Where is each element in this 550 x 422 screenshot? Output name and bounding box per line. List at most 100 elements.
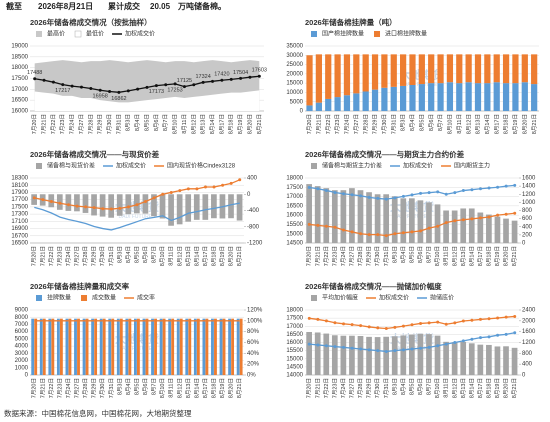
bar xyxy=(193,318,197,375)
y-tick-label: 1000 xyxy=(15,365,29,371)
x-tick-label: 8月3日 xyxy=(391,378,398,395)
x-tick-label: 8月5日 xyxy=(408,246,415,263)
marker xyxy=(203,185,207,189)
legend-swatch xyxy=(311,163,317,169)
x-tick-label: 8月10日 xyxy=(172,114,179,134)
x-tick-label: 8月6日 xyxy=(417,378,424,395)
bar xyxy=(486,214,492,243)
marker xyxy=(478,187,482,191)
x-tick-label: 7月22日 xyxy=(323,378,330,398)
marker xyxy=(436,344,440,348)
y-tick-label: 5000 xyxy=(290,99,304,105)
bar xyxy=(443,341,449,375)
bar xyxy=(353,54,360,94)
legend-label: 加权成交价 xyxy=(125,30,155,38)
x-tick-label: 8月10日 xyxy=(159,378,166,398)
marker xyxy=(367,195,371,199)
bar xyxy=(82,194,89,213)
y-tick-label: 10000 xyxy=(286,90,303,96)
x-tick-label: 7月31日 xyxy=(383,378,390,398)
bar xyxy=(325,54,332,99)
y2-tick-label: 600 xyxy=(522,216,533,222)
x-tick-label: 7月21日 xyxy=(39,378,46,398)
bar xyxy=(362,91,369,111)
x-tick-label: 7月20日 xyxy=(306,378,313,398)
bar xyxy=(306,184,312,243)
y2-tick-label: 100% xyxy=(247,318,263,324)
legend-label: 进口棉挂牌数量 xyxy=(385,30,427,38)
bar xyxy=(236,318,240,375)
x-tick-label: 8月21日 xyxy=(256,114,263,134)
y-tick-label: 15500 xyxy=(286,348,303,354)
y2-tick-label: 800 xyxy=(522,208,533,214)
bar xyxy=(56,318,60,375)
x-tick-label: 8月19日 xyxy=(494,378,501,398)
bar xyxy=(374,337,381,375)
legend-label: 国内期货主力 xyxy=(454,162,490,170)
y-tick-label: 18000 xyxy=(11,65,28,71)
bar xyxy=(417,200,424,243)
x-tick-label: 8月4日 xyxy=(134,114,141,131)
x-tick-label: 8月6日 xyxy=(153,114,160,131)
y-tick-label: 14500 xyxy=(286,241,303,247)
legend-label: 加权成交价 xyxy=(403,162,433,170)
marker xyxy=(229,77,233,81)
marker xyxy=(461,319,465,323)
x-tick-label: 8月10日 xyxy=(434,246,441,266)
marker xyxy=(393,325,397,329)
legend-swatch xyxy=(36,163,42,169)
y-tick-label: 17500 xyxy=(286,316,303,322)
marker xyxy=(307,222,311,226)
marker xyxy=(192,83,196,87)
bar xyxy=(484,54,491,84)
bar xyxy=(502,83,510,111)
bar xyxy=(426,202,432,243)
x-tick-label: 8月5日 xyxy=(133,246,140,263)
bar xyxy=(390,86,397,111)
legend-label: 加权成交价 xyxy=(116,162,146,170)
x-tick-label: 8月17日 xyxy=(202,378,209,398)
marker xyxy=(444,322,448,326)
y-tick-label: 17000 xyxy=(286,194,303,200)
bar xyxy=(82,318,86,375)
bar xyxy=(99,318,103,375)
y-tick-label: 15500 xyxy=(286,222,303,228)
y-tick-label: 17500 xyxy=(286,185,303,191)
marker xyxy=(342,228,346,232)
bar xyxy=(493,54,500,83)
chart-title: 2026年储备棉成交情况（按批抽样） xyxy=(30,17,152,27)
bar xyxy=(188,318,192,375)
marker xyxy=(427,226,431,230)
marker xyxy=(173,82,177,86)
marker xyxy=(359,232,363,236)
bar xyxy=(134,318,137,375)
x-tick-label: 7月27日 xyxy=(353,114,360,134)
x-tick-label: 8月20日 xyxy=(521,114,528,134)
value-label: 17603 xyxy=(252,68,267,74)
marker xyxy=(410,347,414,351)
marker xyxy=(307,316,311,320)
marker xyxy=(367,233,371,237)
x-tick-label: 7月30日 xyxy=(106,114,113,134)
marker xyxy=(359,194,363,198)
marker xyxy=(42,78,46,82)
marker xyxy=(118,206,122,210)
y-tick-label: 16900 xyxy=(11,226,28,232)
x-tick-label: 8月14日 xyxy=(193,246,200,266)
chart-title: 2026年储备棉挂牌量（吨） xyxy=(305,17,397,27)
legend-swatch xyxy=(374,31,381,37)
marker xyxy=(211,79,215,83)
x-tick-label: 8月3日 xyxy=(400,114,407,131)
marker xyxy=(487,335,491,339)
marker xyxy=(144,199,148,203)
x-tick-label: 7月28日 xyxy=(362,114,369,134)
bar xyxy=(145,318,149,375)
marker xyxy=(248,75,252,79)
bar xyxy=(503,346,509,375)
x-tick-label: 7月20日 xyxy=(306,246,313,266)
bar xyxy=(108,194,115,218)
marker xyxy=(70,84,74,88)
x-tick-label: 7月31日 xyxy=(115,114,122,134)
legend-label: 抛储底价 xyxy=(430,294,454,302)
x-tick-label: 8月14日 xyxy=(468,378,475,398)
